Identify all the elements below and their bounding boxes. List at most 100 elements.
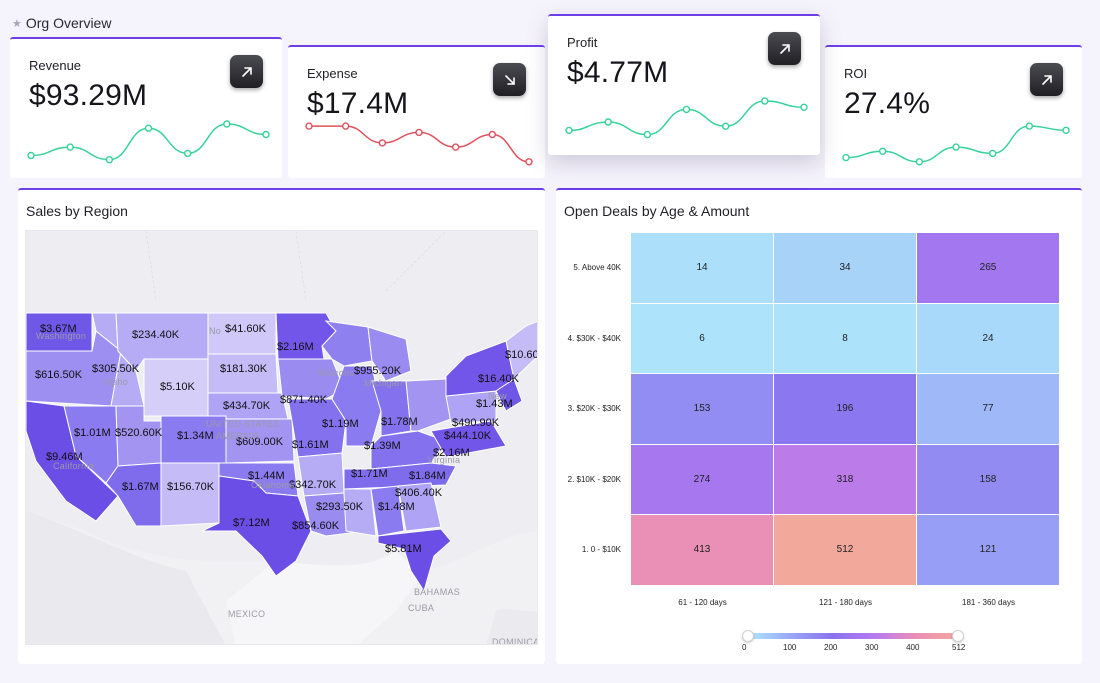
heatmap-cell[interactable]: 512 <box>774 515 916 585</box>
sparkline-point <box>800 103 808 112</box>
map-value-label: $406.40K <box>395 487 443 499</box>
map-place-label: Virginia <box>428 455 461 465</box>
heatmap-cell[interactable]: 6 <box>631 303 773 373</box>
dashboard-header: ★ Org Overview <box>12 15 111 31</box>
map-state-maine[interactable] <box>505 320 538 380</box>
panel-title: Sales by Region <box>26 203 128 219</box>
kpi-card-roi[interactable]: ROI 27.4% <box>825 45 1082 178</box>
sparkline-point <box>223 120 231 128</box>
color-scale-tick: 200 <box>824 643 838 652</box>
map-state-texas[interactable] <box>201 475 312 577</box>
map-value-label: $10.60 <box>505 349 538 361</box>
kpi-card-expense[interactable]: Expense $17.4M <box>288 45 545 178</box>
sparkline-point <box>183 149 192 158</box>
map-value-label: $5.10K <box>160 381 195 393</box>
sparkline-point <box>378 139 387 147</box>
map-value-label: $616.50K <box>35 369 83 381</box>
color-scale-tick: 400 <box>906 643 920 652</box>
sparkline-point <box>643 130 652 139</box>
trend-up-icon[interactable] <box>768 32 801 65</box>
sparkline <box>27 120 270 164</box>
heatmap-cell[interactable]: 14 <box>631 233 773 303</box>
map-state-georgia[interactable] <box>397 482 442 532</box>
color-scale-tick: 512 <box>952 643 966 652</box>
map-value-label: $609.00K <box>236 436 284 448</box>
map-state-michigan[interactable] <box>367 326 412 382</box>
heatmap-chart[interactable]: 5. Above 40K 14 34 265 4. $30K - $40K 6 8 24 3. … <box>556 190 1082 664</box>
map-value-label: $955.20K <box>354 365 402 377</box>
map-state-new-jersey[interactable] <box>495 378 523 412</box>
map-state-kansas[interactable] <box>225 418 295 464</box>
map-value-label: $1.48M <box>378 501 415 513</box>
map-value-label: $1.78M <box>381 416 418 428</box>
map-value-label: $41.60K <box>225 323 266 335</box>
sparkline-point <box>144 124 153 132</box>
trend-up-icon[interactable] <box>230 55 263 88</box>
map-value-label: $234.40K <box>132 329 180 341</box>
region-map[interactable]: $3.67M $616.50K $9.46M $305.50K $234.40K $1.0… <box>25 230 538 645</box>
map-place-label: Wiscons <box>318 368 355 378</box>
sparkline <box>842 122 1070 166</box>
map-state-illinois[interactable] <box>331 365 382 447</box>
heatmap-y-label: 3. $20K - $30K <box>567 404 621 414</box>
heatmap-x-label: 181 - 360 days <box>962 597 1015 607</box>
heatmap-cell[interactable]: 265 <box>917 233 1059 303</box>
color-scale-tick: 100 <box>783 643 797 652</box>
color-scale-bar <box>748 633 958 639</box>
heatmap-cell[interactable]: 153 <box>631 374 773 444</box>
sparkline-point <box>878 147 887 156</box>
map-state-florida[interactable] <box>377 528 452 593</box>
kpi-label: ROI <box>844 66 868 81</box>
sparkline-point <box>761 97 769 105</box>
sparkline-point <box>305 122 313 130</box>
heatmap-cell[interactable]: 121 <box>917 515 1059 585</box>
heatmap-cell[interactable]: 8 <box>774 303 916 373</box>
map-value-label: $342.70K <box>289 479 337 491</box>
heatmap-cell[interactable]: 24 <box>917 303 1059 373</box>
heatmap-cell[interactable]: 413 <box>631 515 773 585</box>
color-scale-handle[interactable] <box>952 630 964 642</box>
heatmap-cell[interactable]: 34 <box>774 233 916 303</box>
map-value-label: $1.01M <box>74 427 111 439</box>
map-value-label: $1.61M <box>292 439 329 451</box>
kpi-card-profit[interactable]: Profit $4.77M <box>548 14 820 155</box>
map-value-label: $1.71M <box>351 468 388 480</box>
map-canvas <box>26 231 538 644</box>
trend-up-icon[interactable] <box>1030 63 1063 96</box>
sparkline-point <box>915 158 924 166</box>
color-scale-handle[interactable] <box>742 630 754 642</box>
sparkline-point <box>451 143 460 151</box>
map-place-label: Oklahoma <box>251 480 295 490</box>
map-state-new-mexico[interactable] <box>160 462 220 527</box>
map-place-label: UNITED STATES <box>206 419 280 429</box>
kpi-label: Expense <box>307 66 358 81</box>
sparkline-point <box>1025 122 1034 130</box>
sparkline-point <box>105 155 114 164</box>
kpi-card-revenue[interactable]: Revenue $93.29M <box>10 37 282 178</box>
map-value-label: $490.90K <box>452 417 500 429</box>
heatmap-cell[interactable]: 318 <box>774 444 916 514</box>
heatmap-cell[interactable]: 77 <box>917 374 1059 444</box>
kpi-label: Revenue <box>29 58 82 73</box>
star-icon[interactable]: ★ <box>12 17 22 30</box>
heatmap-cell[interactable]: 196 <box>774 374 916 444</box>
map-value-label: $444.10K <box>444 430 492 442</box>
sparkline-point <box>66 143 74 151</box>
heatmap-cell[interactable]: 274 <box>631 444 773 514</box>
panel-title: Open Deals by Age & Amount <box>564 203 750 219</box>
page-title: Org Overview <box>25 15 112 31</box>
map-value-label: $9.46M <box>46 451 83 463</box>
map-state-ohio[interactable] <box>405 378 452 432</box>
heatmap-cell[interactable]: 158 <box>917 444 1059 514</box>
sparkline-point <box>565 126 573 135</box>
map-state-virginia[interactable] <box>430 420 507 458</box>
map-state-alabama[interactable] <box>370 485 405 537</box>
map-state-mississippi[interactable] <box>343 488 377 537</box>
map-place-label: DOMINICAN <box>492 637 537 645</box>
sparkline-point <box>988 149 997 158</box>
map-place-label: MEXICO <box>228 609 266 619</box>
trend-down-icon[interactable] <box>493 63 526 96</box>
map-value-label: $1.19M <box>322 418 359 430</box>
heatmap-x-label: 61 - 120 days <box>678 597 727 607</box>
map-value-label: $2.16M <box>433 447 470 459</box>
